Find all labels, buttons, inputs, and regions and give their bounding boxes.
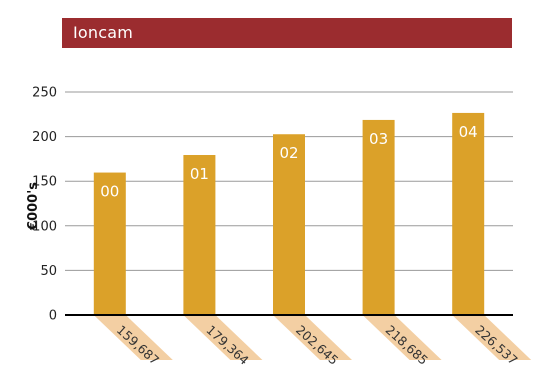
bar: [93, 172, 126, 315]
chart-title: Ioncam: [62, 18, 512, 48]
bar: [452, 112, 485, 316]
bar: [362, 119, 395, 315]
y-tick-label: 0: [49, 309, 57, 324]
y-tick-label: 200: [32, 130, 57, 145]
y-tick-label: 50: [40, 264, 57, 279]
bars: [93, 112, 485, 316]
value-ribbon: [184, 316, 263, 360]
value-ribbons: [94, 316, 532, 360]
y-tick-label: 250: [32, 86, 57, 101]
category-label: 01: [190, 165, 209, 183]
y-axis-label: €000's: [26, 182, 41, 231]
value-ribbon: [453, 316, 532, 360]
category-label: 02: [279, 144, 298, 162]
y-tick-label: 150: [32, 175, 57, 190]
category-label: 03: [369, 130, 388, 148]
category-label: 00: [100, 183, 119, 201]
bar: [183, 155, 216, 315]
y-tick-label: 100: [32, 219, 57, 234]
category-labels: 00 01 02 03 04: [100, 123, 477, 201]
y-axis-ticks: 0 50 100 150 200 250: [32, 86, 57, 324]
bar: [273, 134, 305, 315]
value-ribbon: [94, 316, 173, 360]
value-ribbon: [363, 316, 442, 360]
value-ribbon: [274, 316, 352, 360]
category-label: 04: [459, 123, 478, 141]
